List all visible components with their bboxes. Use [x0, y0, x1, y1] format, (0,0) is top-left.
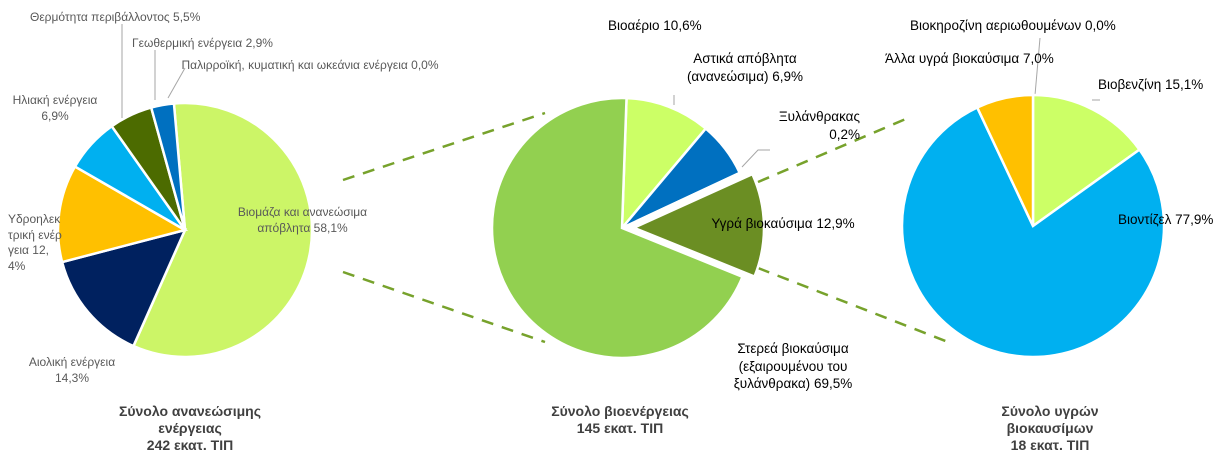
slice-label: Γεωθερμική ενέργεια 2,9%	[132, 36, 332, 52]
subtitle: 145 εκατ. ΤΙΠ	[576, 419, 664, 436]
slice-name: Υγρά βιοκαύσιμα	[711, 216, 813, 231]
leader	[167, 67, 186, 99]
pie-slice	[621, 171, 743, 230]
slice-name: Ξυλάνθρακας	[778, 109, 860, 124]
slice-label: Βιοβενζίνη 15,1%	[1098, 76, 1215, 94]
slice-value: 10,6%	[663, 18, 702, 33]
slice-value: 77,9%	[1175, 212, 1214, 227]
pie-title: Σύνολο ανανεώσιμης ενέργειας 242 εκατ. ΤΙ…	[100, 403, 280, 453]
slice-label: Υγρά βιοκαύσιμα 12,9%	[708, 215, 858, 233]
slice-name: Άλλα υγρά βιοκαύσιμα	[885, 51, 1020, 66]
slice-label: Αιολική ενέργεια 14,3%	[12, 355, 132, 386]
pie-slice	[490, 96, 745, 360]
pie-slice	[630, 172, 766, 279]
leader	[741, 149, 770, 168]
slice-label: Στερεά βιοκαύσιμα (εξαιρουμένου του ξυλά…	[708, 340, 878, 393]
slice-label: Βιομάζα και ανανεώσιμα απόβλητα 58,1%	[235, 205, 370, 236]
slice-label: Βιοντίζελ 77,9%	[1118, 211, 1215, 229]
slice-value: 58,1%	[313, 220, 348, 235]
slice-label: Παλιρροϊκή, κυματική και ωκεάνια ενέργει…	[180, 58, 440, 74]
slice-name: Αστικά απόβλητα (ανανεώσιμα)	[686, 51, 797, 84]
pie-slice	[620, 96, 708, 232]
slices	[56, 93, 1166, 360]
slice-name: Βιομάζα και ανανεώσιμα απόβλητα	[237, 205, 368, 235]
slice-label: Ξυλάνθρακας 0,2%	[748, 108, 860, 143]
slice-name: Βιοαέριο	[608, 18, 660, 33]
slice-value: 6,9%	[41, 108, 69, 123]
pie-slice	[60, 228, 188, 348]
connector	[757, 266, 949, 344]
slice-label: Ηλιακή ενέργεια 6,9%	[8, 93, 102, 124]
slice-label: Άλλα υγρά βιοκαύσιμα 7,0%	[885, 50, 1105, 68]
slice-name: Ηλιακή ενέργεια	[12, 93, 98, 107]
pie-slice	[1031, 93, 1142, 229]
slice-value: 0,0%	[1084, 18, 1116, 33]
leader	[1034, 37, 1041, 96]
slice-label: Βιοκηροζίνη αεριωθουμένων 0,0%	[910, 17, 1170, 35]
pie-slice	[149, 102, 187, 231]
pie-slice	[975, 93, 1035, 227]
slice-value: 12,9%	[816, 216, 855, 231]
slice-name: Αιολική ενέργεια	[28, 355, 116, 369]
slice-value: 0,2%	[829, 126, 860, 142]
slice-value: 7,0%	[1022, 51, 1054, 66]
slice-value: 14,3%	[54, 370, 90, 385]
leaders	[121, 24, 1100, 168]
slice-name: Βιοντίζελ	[1118, 212, 1172, 227]
slice-name: Βιοκηροζίνη αεριωθουμένων	[910, 18, 1082, 33]
slice-name: Γεωθερμική ενέργεια	[132, 36, 243, 50]
connector	[342, 270, 546, 344]
slice-value: 2,9%	[245, 36, 273, 50]
pie-title: Σύνολο βιοενέργειας 145 εκατ. ΤΙΠ	[530, 403, 710, 437]
pie-title: Σύνολο υγρών βιοκαυσίμων 18 εκατ. ΤΙΠ	[960, 403, 1140, 453]
slice-value: 6,9%	[772, 68, 804, 84]
slice-label: Υδροηλεκτρική ενέργεια 12,4%	[8, 212, 64, 274]
slice-name: Θερμότητα περιβάλλοντος	[30, 10, 170, 24]
pie-slice	[56, 164, 189, 264]
slice-value: 15,1%	[1165, 77, 1204, 92]
slice-name: Βιοβενζίνη	[1098, 77, 1162, 92]
slice-value: 0,0%	[411, 58, 439, 72]
slice-label: Αστικά απόβλητα (ανανεώσιμα) 6,9%	[660, 50, 830, 85]
connector	[757, 116, 909, 184]
slice-name: Στερεά βιοκαύσιμα (εξαιρουμένου του ξυλά…	[733, 341, 849, 392]
connector	[342, 111, 546, 182]
slice-label: Βιοαέριο 10,6%	[608, 17, 748, 35]
subtitle: 242 εκατ. ΤΙΠ	[146, 436, 234, 453]
pie-slice	[900, 105, 1166, 359]
title: Σύνολο υγρών βιοκαυσίμων	[1001, 403, 1099, 436]
slice-name: Παλιρροϊκή, κυματική και ωκεάνια ενέργει…	[181, 58, 408, 72]
slice-label: Θερμότητα περιβάλλοντος 5,5%	[30, 10, 270, 26]
slice-name: Υδροηλεκτρική ενέργεια	[8, 212, 62, 258]
subtitle: 18 εκατ. ΤΙΠ	[1010, 436, 1090, 453]
slice-value: 12,4%	[8, 243, 49, 273]
slice-value: 5,5%	[173, 10, 201, 24]
title: Σύνολο βιοενέργειας	[551, 403, 689, 419]
connectors	[342, 111, 949, 344]
slice-value: 69,5%	[813, 376, 853, 392]
pie-slice	[131, 101, 314, 359]
title: Σύνολο ανανεώσιμης ενέργειας	[118, 403, 262, 436]
